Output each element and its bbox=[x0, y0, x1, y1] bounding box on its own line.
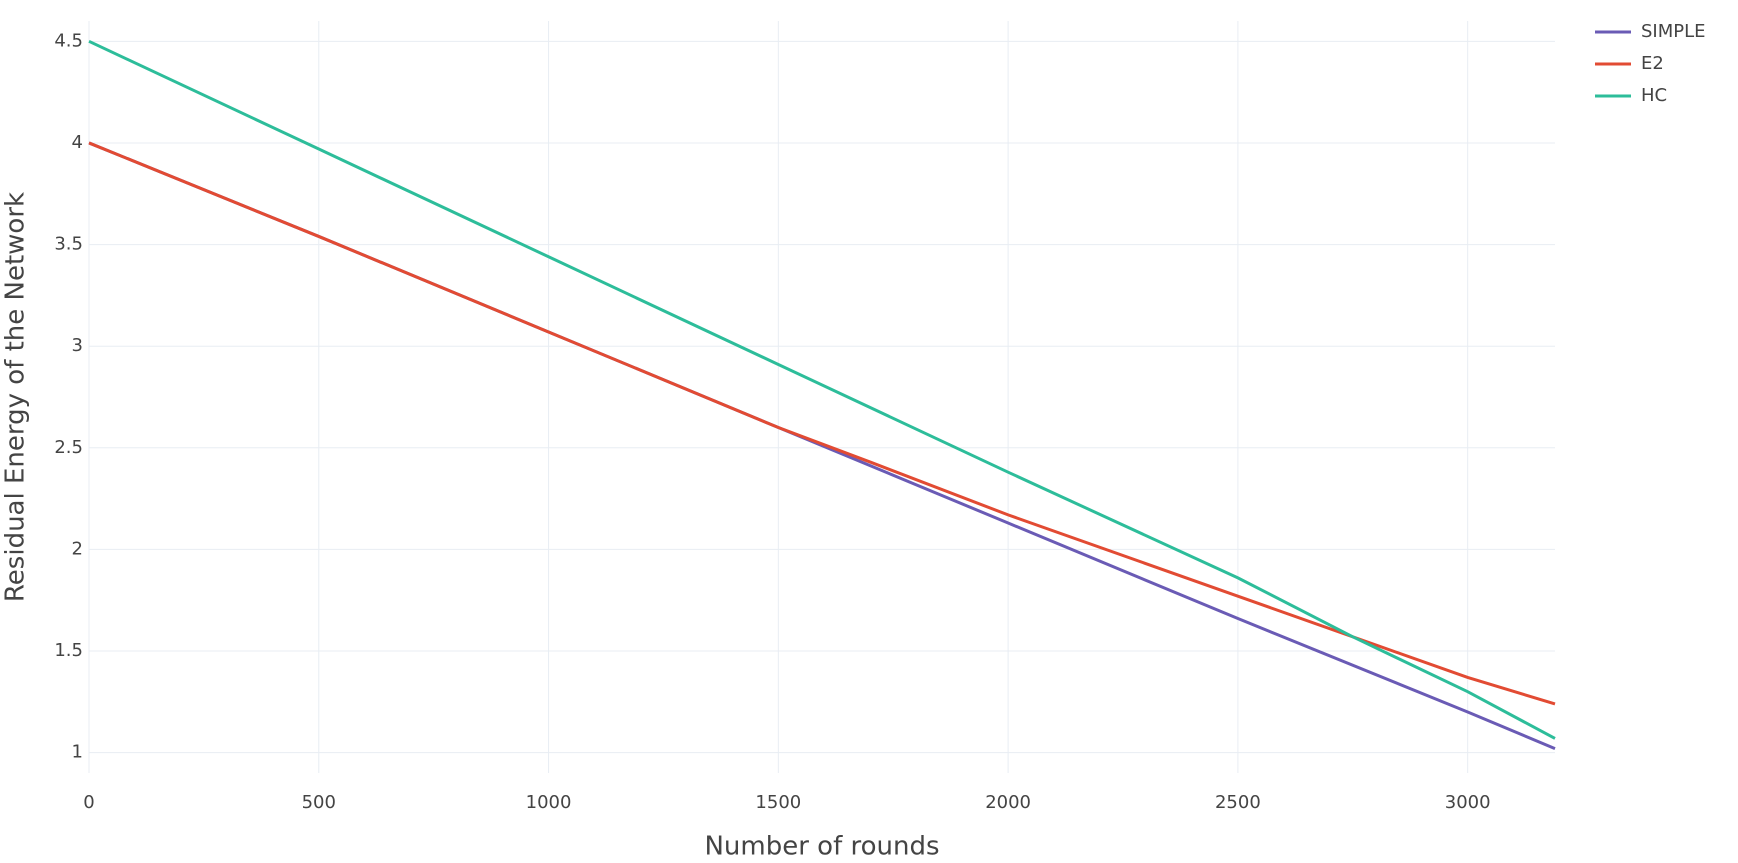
y-tick-label: 4.5 bbox=[54, 30, 83, 51]
y-tick-label: 3.5 bbox=[54, 234, 83, 255]
y-tick-label: 1 bbox=[72, 742, 83, 763]
x-tick-label: 1500 bbox=[755, 792, 801, 813]
series-line bbox=[88, 141, 1556, 706]
x-tick-label: 2500 bbox=[1215, 792, 1261, 813]
x-tick-label: 500 bbox=[302, 792, 336, 813]
legend-label: E2 bbox=[1641, 53, 1664, 74]
y-tick-label: 2 bbox=[72, 538, 83, 559]
series-line bbox=[88, 39, 1556, 740]
x-tick-label: 1000 bbox=[526, 792, 572, 813]
y-tick-label: 4 bbox=[72, 132, 83, 153]
x-tick-label: 2000 bbox=[985, 792, 1031, 813]
x-tick-label: 3000 bbox=[1445, 792, 1491, 813]
legend-label: HC bbox=[1641, 85, 1667, 106]
y-tick-label: 2.5 bbox=[54, 437, 83, 458]
legend-label: SIMPLE bbox=[1641, 21, 1706, 42]
y-axis-title: Residual Energy of the Network bbox=[1, 192, 31, 602]
y-tick-label: 1.5 bbox=[54, 640, 83, 661]
x-tick-label: 0 bbox=[83, 792, 94, 813]
y-tick-label: 3 bbox=[72, 335, 83, 356]
x-axis-title: Number of rounds bbox=[704, 832, 939, 862]
